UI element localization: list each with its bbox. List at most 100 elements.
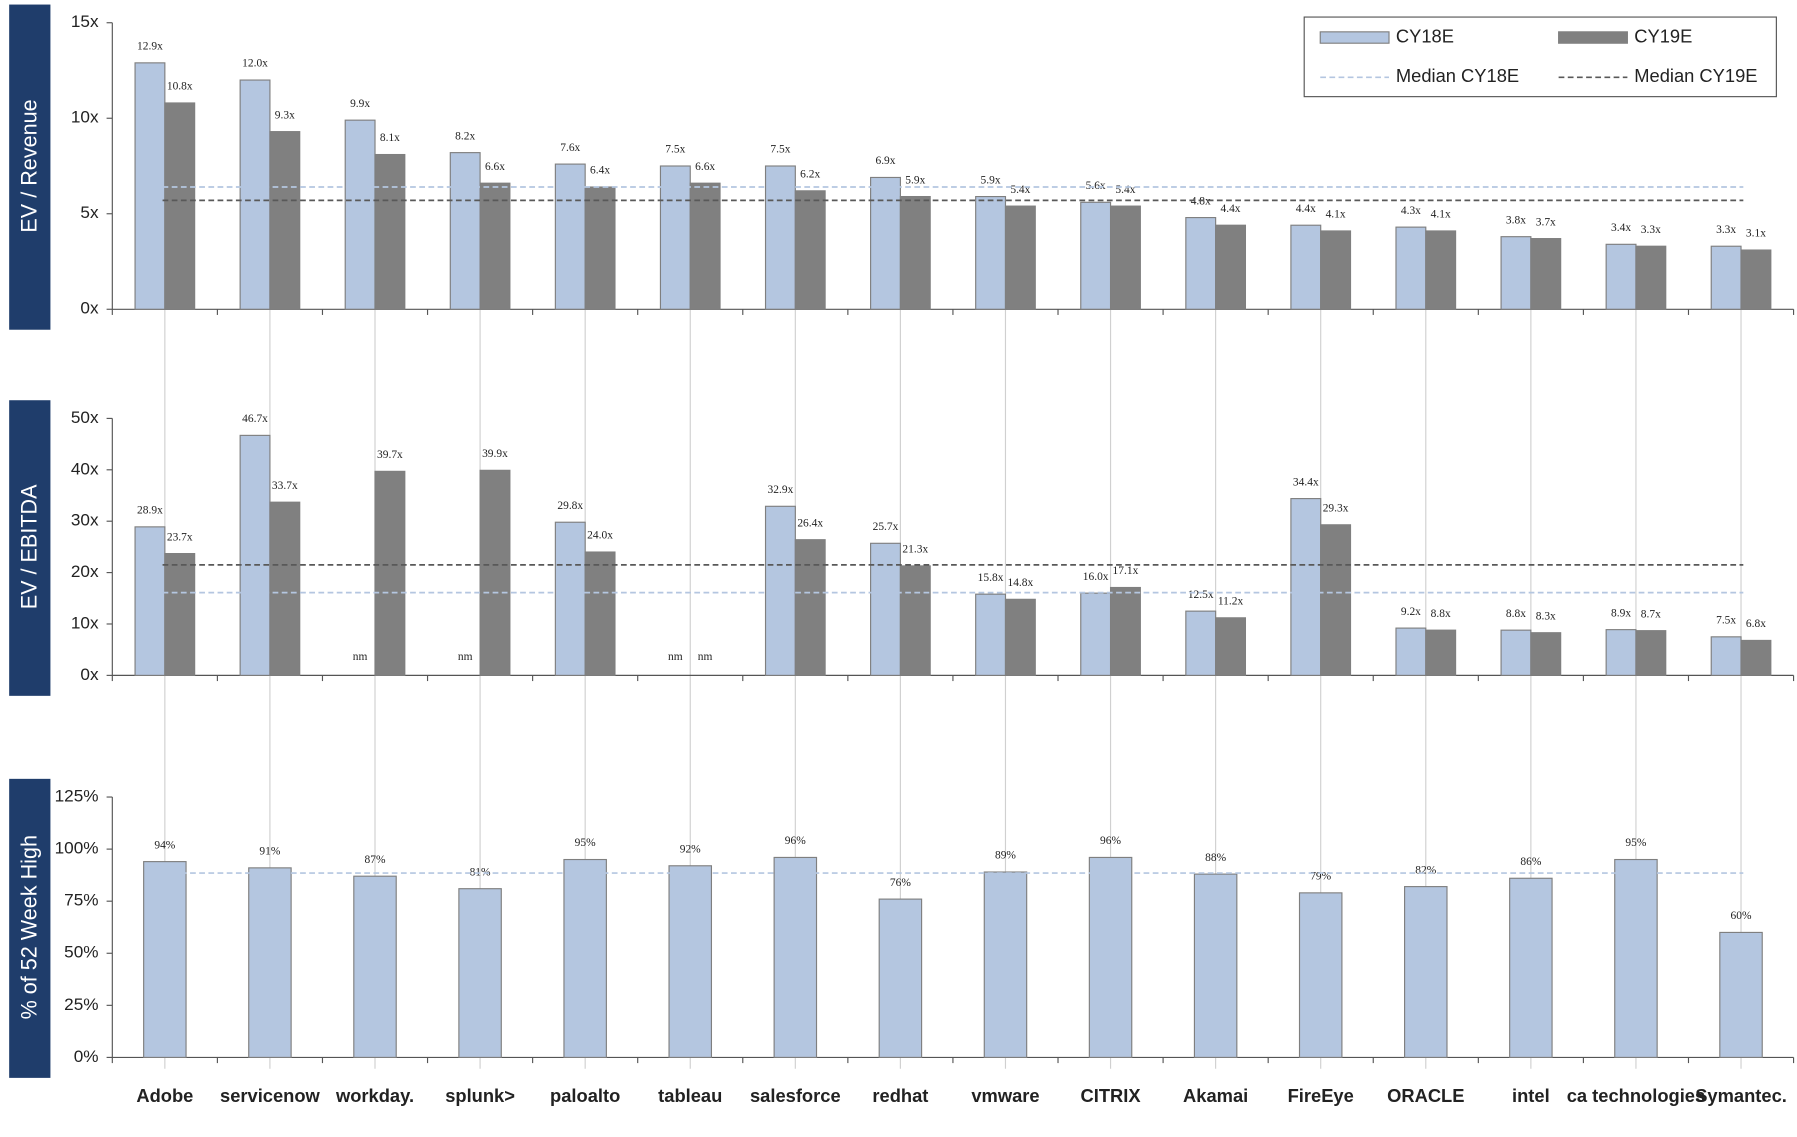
data-label: 3.4x [1611,222,1631,234]
data-label: 6.2x [800,169,820,181]
bar [239,79,271,310]
side-box-bg [9,400,51,696]
bar [1088,856,1133,1058]
data-label: 26.4x [797,517,823,529]
data-label: 95% [1625,837,1646,849]
bar [1530,238,1562,310]
y-axis-title: EV / EBITDA [17,484,42,609]
data-label: 7.5x [665,144,685,156]
bar [134,526,166,676]
bar [1404,886,1448,1058]
data-label: 88% [1205,852,1226,864]
bar [764,165,796,310]
bar [479,469,511,676]
bar [374,470,406,676]
x-tick-label: vmware [971,1085,1039,1106]
data-label: 28.9x [137,505,163,517]
data-label: 15.8x [978,572,1004,584]
data-label: 3.1x [1746,228,1766,240]
bar [1080,592,1112,676]
bar [899,565,931,676]
legend-box [1303,16,1777,98]
bar [794,190,826,310]
bar [239,434,271,676]
x-tick-label: intel [1512,1085,1550,1106]
bar [1425,230,1457,310]
data-label: 86% [1520,856,1541,868]
data-label: 23.7x [167,531,193,543]
y-tick-label: 40x [71,459,99,478]
x-tick-label: workday. [335,1085,414,1106]
bar [1395,627,1427,676]
bar [458,888,502,1058]
x-tick-label: servicenow [220,1085,321,1106]
bar [374,153,406,310]
data-label: 3.3x [1641,224,1661,236]
data-label: 4.3x [1401,205,1421,217]
y-axis-title: EV / Revenue [17,99,42,232]
bar [584,186,616,310]
data-label: 6.8x [1746,618,1766,630]
data-label: 4.8x [1191,195,1211,207]
data-label: 29.8x [557,500,583,512]
data-label: 9.9x [350,98,370,110]
bar [344,119,376,310]
data-label: 17.1x [1113,565,1139,577]
data-label: 6.6x [695,161,715,173]
bar [1109,586,1141,676]
bar [773,856,818,1058]
y-tick-label: 15x [71,12,99,31]
bar [1740,249,1772,310]
data-label: 7.5x [1716,615,1736,627]
y-tick-label: 20x [71,562,99,581]
bar [269,131,301,310]
data-label: 29.3x [1323,503,1349,515]
data-label: 3.7x [1536,216,1556,228]
bar [878,898,923,1058]
bar [1185,610,1217,676]
data-label: 6.4x [590,165,610,177]
data-label: nm [698,651,713,663]
legend-label: CY18E [1396,25,1454,46]
data-label: 39.7x [377,449,403,461]
data-label: 8.8x [1431,608,1451,620]
bar [1215,617,1247,676]
bar [668,865,713,1058]
bar [1109,205,1141,310]
x-tick-label: Symantec. [1695,1085,1787,1106]
data-label: 25.7x [873,521,899,533]
data-label: 11.2x [1218,596,1244,608]
data-label: 39.9x [482,448,508,460]
data-label: 8.2x [455,130,475,142]
bar [975,593,1007,676]
bar [1635,245,1667,310]
bar [1395,226,1427,310]
y-tick-label: 10x [71,614,99,633]
side-box-bg [9,778,51,1078]
y-tick-label: 50x [71,408,99,427]
bar [134,62,166,310]
y-tick-label: 30x [71,511,99,530]
x-tick-label: CITRIX [1081,1085,1142,1106]
bar [659,165,691,310]
bar [554,163,586,310]
data-label: 5.6x [1086,180,1106,192]
legend-swatch [1319,31,1390,44]
data-label: 32.9x [768,484,794,496]
data-label: 16.0x [1083,571,1109,583]
legend-swatch [1558,31,1628,44]
bar [1635,630,1667,676]
data-label: 46.7x [242,413,268,425]
side-box: EV / Revenue [9,4,51,330]
y-tick-label: 25% [64,995,98,1014]
x-tick-label: salesforce [750,1085,841,1106]
bar [479,182,511,310]
data-label: 81% [470,866,491,878]
bar [689,182,721,310]
bar [1215,224,1247,310]
data-label: nm [668,651,683,663]
data-label: 82% [1415,864,1436,876]
data-label: 24.0x [587,530,613,542]
data-label: 92% [680,844,701,856]
